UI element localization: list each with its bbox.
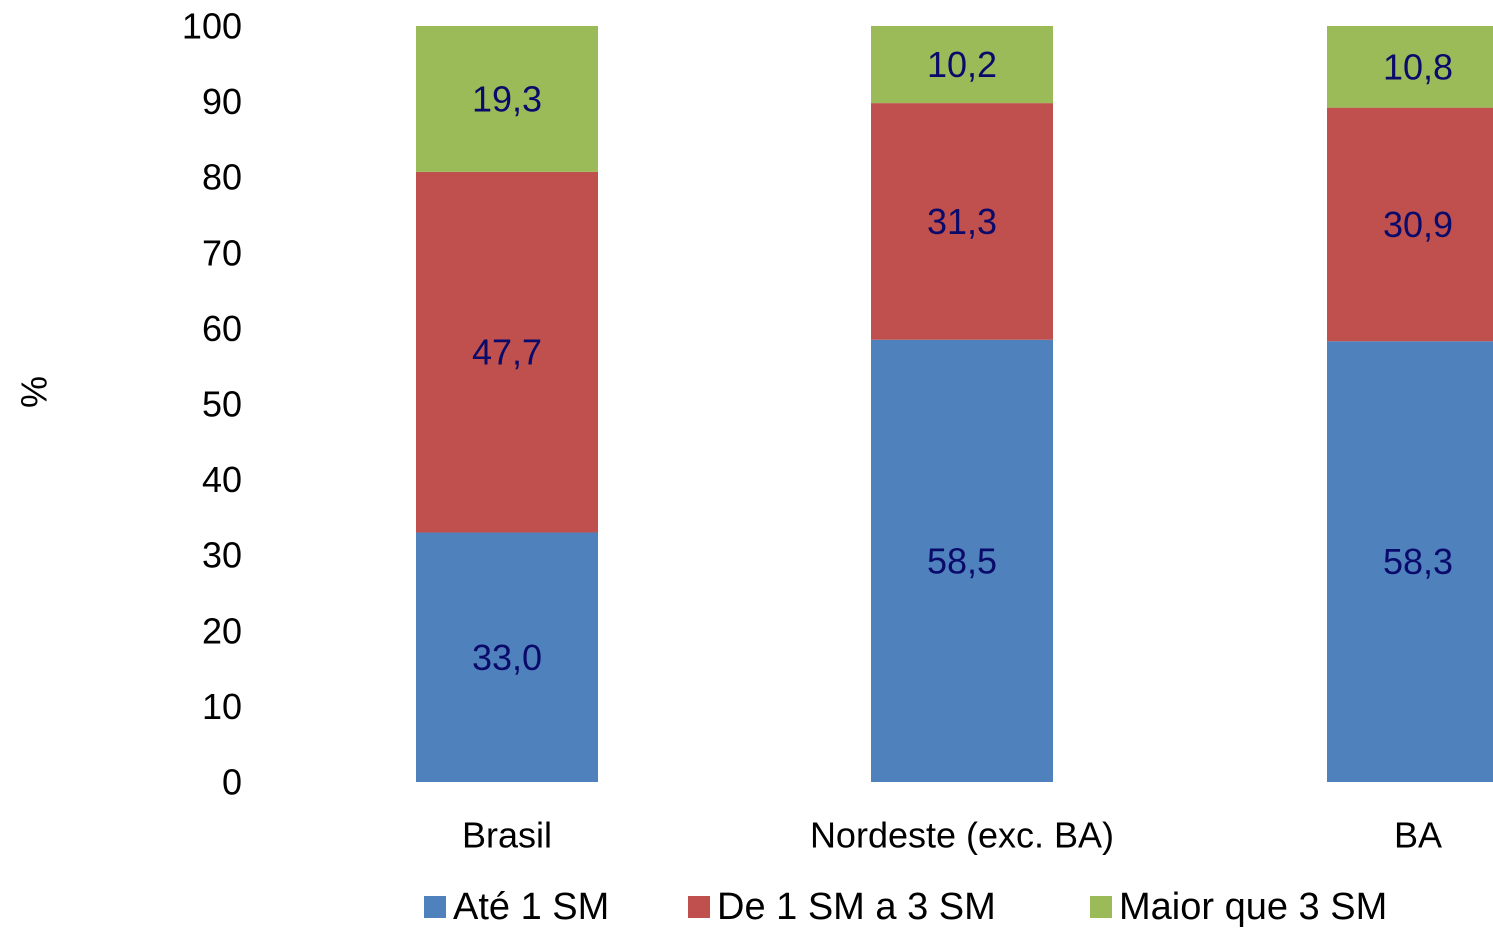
bar-segment bbox=[871, 26, 1053, 104]
category-label: Brasil bbox=[462, 815, 552, 856]
bar-data-label: 47,7 bbox=[472, 332, 542, 373]
legend-label: Maior que 3 SM bbox=[1119, 886, 1387, 928]
category-labels: Brasil Nordeste (exc. BA) BA bbox=[462, 815, 1442, 856]
y-tick-label: 30 bbox=[202, 535, 242, 576]
category-label: Nordeste (exc. BA) bbox=[810, 815, 1114, 856]
data-labels: 33,0 47,7 19,3 58,5 31,3 10,2 58,3 30,9 10,8 bbox=[472, 44, 1453, 678]
y-tick-label: 100 bbox=[182, 6, 242, 47]
bar-data-label: 19,3 bbox=[472, 78, 542, 119]
legend-item: Até 1 SM bbox=[424, 886, 609, 928]
legend-label: Até 1 SM bbox=[453, 886, 609, 928]
bars bbox=[416, 26, 1493, 782]
bar-segment bbox=[1327, 341, 1493, 782]
bar-segment bbox=[1327, 107, 1493, 342]
bar-segment bbox=[416, 26, 598, 172]
y-tick-label: 70 bbox=[202, 232, 242, 273]
y-tick-label: 0 bbox=[222, 762, 242, 803]
bar-segment bbox=[871, 339, 1053, 782]
legend-item: Maior que 3 SM bbox=[1090, 886, 1387, 928]
bar-data-label: 58,5 bbox=[927, 540, 997, 581]
bar-segment bbox=[416, 532, 598, 782]
y-tick-label: 20 bbox=[202, 610, 242, 651]
legend-swatch bbox=[1090, 896, 1112, 918]
legend: Até 1 SM De 1 SM a 3 SM Maior que 3 SM bbox=[424, 886, 1387, 928]
legend-swatch bbox=[688, 896, 710, 918]
y-axis-ticks: 0 10 20 30 40 50 60 70 80 90 100 bbox=[182, 6, 242, 803]
bar-data-label: 31,3 bbox=[927, 201, 997, 242]
y-tick-label: 40 bbox=[202, 459, 242, 500]
y-tick-label: 10 bbox=[202, 686, 242, 727]
bar-data-label: 10,2 bbox=[927, 44, 997, 85]
legend-swatch bbox=[424, 896, 446, 918]
category-label: BA bbox=[1394, 815, 1442, 856]
bar-segment bbox=[871, 103, 1053, 340]
bar-data-label: 30,9 bbox=[1383, 204, 1453, 245]
y-axis-title-group: % bbox=[14, 376, 55, 408]
legend-label: De 1 SM a 3 SM bbox=[717, 886, 996, 928]
bar-segment bbox=[1327, 26, 1493, 108]
bar-data-label: 33,0 bbox=[472, 637, 542, 678]
bar-data-label: 58,3 bbox=[1383, 541, 1453, 582]
y-tick-label: 90 bbox=[202, 81, 242, 122]
legend-item: De 1 SM a 3 SM bbox=[688, 886, 996, 928]
y-tick-label: 50 bbox=[202, 384, 242, 425]
y-tick-label: 80 bbox=[202, 157, 242, 198]
y-tick-label: 60 bbox=[202, 308, 242, 349]
bar-data-label: 10,8 bbox=[1383, 46, 1453, 87]
bar-segment bbox=[416, 171, 598, 533]
y-axis-title: % bbox=[14, 376, 55, 408]
